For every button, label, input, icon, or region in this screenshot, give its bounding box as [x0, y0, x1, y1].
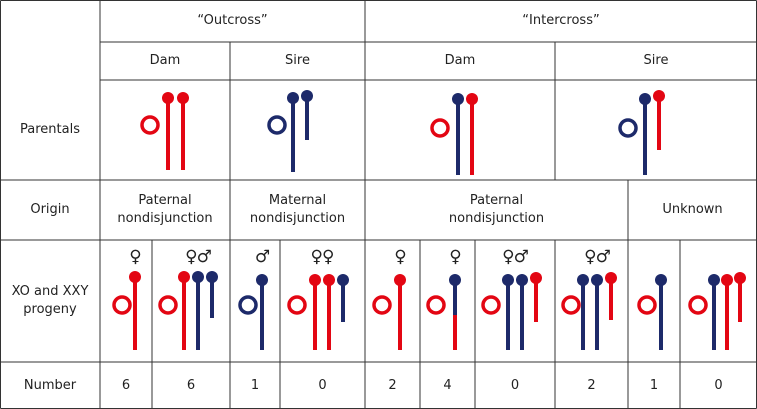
ring-chromosome [426, 295, 446, 315]
centromere [502, 274, 514, 286]
ring-chromosome [481, 295, 501, 315]
number: 0 [510, 377, 520, 393]
ring-chromosome [112, 295, 132, 315]
sex-symbol: ♀♂ [584, 247, 611, 267]
row-label: Parentals [20, 122, 80, 138]
number: 6 [186, 377, 196, 393]
centromere [605, 272, 617, 284]
origin: Maternal nondisjunction [249, 193, 346, 226]
centromere [639, 93, 651, 105]
number: 4 [443, 377, 452, 393]
number: 2 [587, 377, 596, 393]
number: 6 [121, 377, 131, 393]
sex-symbol: ♀♂ [185, 247, 212, 267]
ring-chromosome [238, 295, 258, 315]
ring-chromosome [430, 118, 450, 138]
origin: Paternal nondisjunction [117, 193, 213, 226]
centromere [192, 271, 204, 283]
sex-symbol: ♀♂ [502, 247, 529, 267]
parent-header: Dam [149, 53, 181, 69]
centromere [466, 93, 478, 105]
centromere [129, 271, 141, 283]
centromere [206, 271, 218, 283]
centromere [516, 274, 528, 286]
centromere [721, 274, 733, 286]
number: 0 [714, 377, 723, 393]
origin: Paternal nondisjunction [448, 193, 545, 226]
centromere [394, 274, 406, 286]
centromere [256, 274, 268, 286]
ring-chromosome [287, 295, 307, 315]
centromere [653, 90, 665, 102]
row-label: Origin [30, 202, 70, 218]
centromere [162, 92, 174, 104]
sex-symbol: ♀ [449, 247, 461, 267]
centromere [301, 90, 313, 102]
centromere [530, 272, 542, 284]
centromere [178, 271, 190, 283]
centromere [287, 92, 299, 104]
ring-chromosome [688, 295, 708, 315]
centromere [337, 274, 349, 286]
sex-symbol: ♂ [254, 247, 270, 267]
parent-header: Dam [444, 53, 476, 69]
parent-header: Sire [285, 53, 310, 69]
ring-chromosome [618, 118, 638, 138]
centromere [452, 93, 464, 105]
number: 1 [649, 377, 659, 393]
centromere [708, 274, 720, 286]
centromere [449, 274, 461, 286]
centromere [734, 272, 746, 284]
sex-symbol: ♀♀ [310, 247, 335, 267]
number: 0 [318, 377, 327, 393]
number: 1 [250, 377, 260, 393]
ring-chromosome [158, 295, 178, 315]
centromere [309, 274, 321, 286]
sex-symbol: ♀ [394, 247, 406, 267]
centromere [577, 274, 589, 286]
centromere [655, 274, 667, 286]
ring-chromosome [267, 115, 287, 135]
parent-header: Sire [643, 53, 669, 69]
number: 2 [388, 377, 397, 393]
ring-chromosome [372, 295, 392, 315]
row-label: XO and XXY progeny [11, 284, 89, 317]
origin: Unknown [662, 202, 723, 218]
centromere [323, 274, 335, 286]
group-header: “Outcross” [197, 13, 268, 29]
centromere [591, 274, 603, 286]
ring-chromosome [561, 295, 581, 315]
ring-chromosome [637, 295, 657, 315]
row-label: Number [23, 377, 77, 393]
ring-chromosome [140, 115, 160, 135]
centromere [177, 92, 189, 104]
sex-symbol: ♀ [129, 247, 141, 267]
group-header: “Intercross” [522, 13, 600, 29]
